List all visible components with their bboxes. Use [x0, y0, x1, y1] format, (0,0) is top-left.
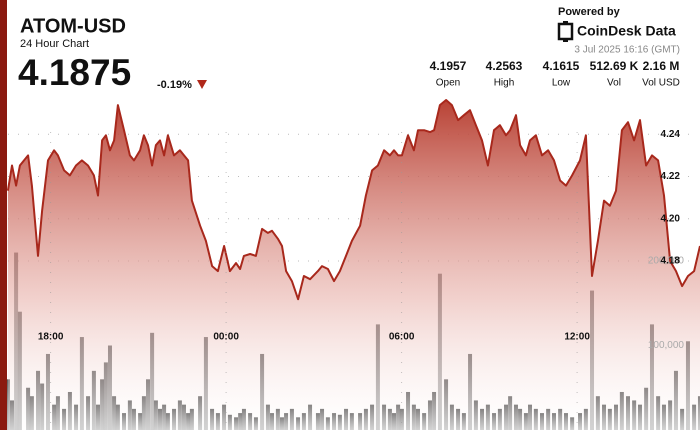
x-tick-label: 18:00 [38, 332, 64, 343]
stat-value: 4.1957 [430, 59, 467, 73]
stat-value: 512.69 K [590, 59, 639, 73]
accent-strip [0, 0, 7, 430]
y-tick-label: 4.20 [661, 213, 681, 224]
x-tick-label: 00:00 [213, 332, 239, 343]
brand: CoinDesk Data [577, 23, 676, 39]
y-tick-label: 4.18 [661, 256, 681, 267]
stat-label: Open [436, 78, 460, 89]
y2-tick-label: 200,000 [648, 256, 685, 267]
stat-label: Vol [607, 78, 621, 89]
x-tick-label: 12:00 [564, 332, 590, 343]
logo-icon [557, 21, 574, 42]
y-tick-label: 4.24 [661, 129, 681, 140]
change: -0.19% [157, 79, 192, 91]
area-fill [7, 100, 700, 430]
powered-by: Powered by [558, 6, 621, 18]
price: 4.1875 [18, 52, 131, 93]
x-tick-label: 06:00 [389, 332, 415, 343]
y2-tick-label: 100,000 [648, 340, 685, 351]
stat-label: Vol USD [642, 78, 680, 89]
title: ATOM-USD [20, 15, 126, 37]
timestamp: 3 Jul 2025 16:16 (GMT) [574, 45, 680, 56]
subtitle: 24 Hour Chart [20, 38, 89, 50]
stat-value: 4.1615 [543, 59, 580, 73]
stat-label: High [494, 78, 515, 89]
volume-bar [5, 379, 10, 430]
stat-value: 2.16 M [643, 59, 680, 73]
y-tick-label: 4.22 [661, 171, 681, 182]
price-line [6, 99, 700, 301]
stat-value: 4.2563 [486, 59, 523, 73]
stat-label: Low [552, 78, 571, 89]
down-arrow [197, 80, 207, 89]
